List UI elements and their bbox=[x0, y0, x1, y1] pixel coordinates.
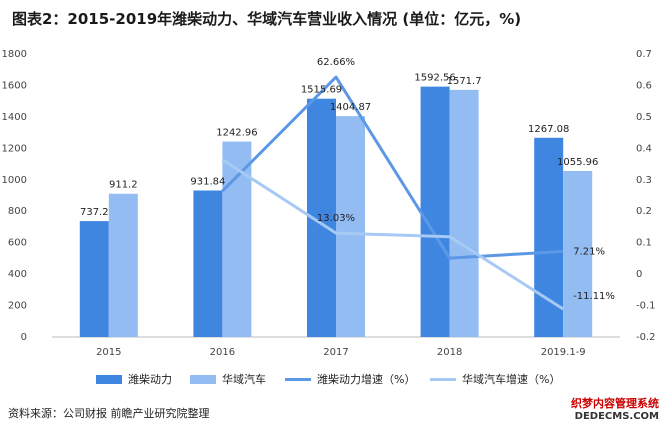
bar-value-label: 1055.96 bbox=[557, 157, 598, 168]
bar-value-label: 1571.7 bbox=[447, 76, 482, 87]
x-axis-tick-label: 2016 bbox=[210, 347, 235, 358]
legend-swatch bbox=[430, 377, 456, 381]
data-labels: 737.2 931.84 1515.69 1592.56 1267.08 911.2 124… bbox=[80, 57, 615, 302]
legend-item-huayu-growth: 华域汽车增速（%） bbox=[430, 371, 560, 387]
legend-swatch bbox=[190, 374, 216, 384]
bar-huayu bbox=[108, 193, 138, 337]
bar-value-label: 737.2 bbox=[80, 207, 109, 218]
right-axis-tick-label: -0.1 bbox=[636, 301, 656, 312]
bar-huayu bbox=[449, 89, 479, 337]
bar-value-label: 1242.96 bbox=[216, 128, 257, 139]
left-axis-tick-label: 1600 bbox=[2, 80, 27, 91]
right-axis-tick-label: -0.2 bbox=[636, 332, 656, 343]
bar-value-label: 911.2 bbox=[109, 180, 138, 191]
growth-lines bbox=[221, 75, 565, 311]
line-weichai-growth bbox=[221, 75, 564, 260]
bar-huayu bbox=[563, 170, 593, 337]
legend-label: 潍柴动力增速（%） bbox=[317, 373, 416, 386]
legend-item-huayu: 华域汽车 bbox=[190, 371, 266, 387]
x-axis-tick-label: 2015 bbox=[96, 347, 121, 358]
right-axis-tick-label: 0.2 bbox=[636, 206, 652, 217]
bar-value-label: 1515.69 bbox=[301, 85, 342, 96]
bar-value-label: 1267.08 bbox=[528, 124, 569, 135]
left-axis-tick-label: 1000 bbox=[2, 175, 27, 186]
bar-weichai bbox=[79, 221, 109, 337]
legend-label: 华域汽车 bbox=[222, 373, 266, 386]
right-axis-tick-label: 0.3 bbox=[636, 175, 652, 186]
left-axis-tick-label: 1400 bbox=[2, 112, 27, 123]
legend: 潍柴动力 华域汽车 潍柴动力增速（%） 华域汽车增速（%） bbox=[0, 371, 665, 389]
left-axis-ticks: 0 200 400 600 800 1000 1200 1400 1600 1800 bbox=[2, 49, 27, 343]
bar-weichai bbox=[534, 137, 564, 337]
line-value-label: 62.66% bbox=[317, 57, 355, 68]
legend-swatch bbox=[285, 377, 311, 381]
left-axis-tick-label: 1200 bbox=[2, 143, 27, 154]
legend-swatch bbox=[96, 374, 122, 384]
brand-line-2: DEDECMS.COM bbox=[574, 411, 659, 422]
line-value-label: -11.11% bbox=[573, 291, 615, 302]
left-axis-tick-label: 1800 bbox=[2, 49, 27, 60]
bar-value-label: 1592.56 bbox=[414, 73, 455, 84]
x-axis-categories: 2015 2016 2017 2018 2019.1-9 bbox=[96, 347, 586, 358]
x-axis-tick-label: 2019.1-9 bbox=[541, 347, 586, 358]
right-axis-tick-label: 0.1 bbox=[636, 238, 652, 249]
left-axis-tick-label: 200 bbox=[8, 301, 27, 312]
watermark-brand: 织梦内容管理系统 DEDECMS.COM bbox=[571, 397, 659, 423]
line-huayu-growth bbox=[221, 158, 565, 311]
left-axis-tick-label: 600 bbox=[8, 238, 27, 249]
source-note: 资料来源：公司财报 前瞻产业研究院整理 bbox=[8, 407, 210, 420]
right-axis-tick-label: 0.5 bbox=[636, 112, 652, 123]
bars bbox=[79, 86, 593, 337]
left-axis-tick-label: 400 bbox=[8, 269, 27, 280]
legend-label: 潍柴动力 bbox=[128, 373, 172, 386]
x-axis-tick-label: 2017 bbox=[323, 347, 348, 358]
bar-weichai bbox=[420, 86, 450, 337]
bar-huayu bbox=[222, 141, 252, 337]
bar-huayu bbox=[336, 116, 365, 337]
chart-title: 图表2：2015-2019年潍柴动力、华域汽车营业收入情况 (单位：亿元，%) bbox=[12, 10, 522, 28]
legend-item-weichai: 潍柴动力 bbox=[96, 371, 172, 387]
bar-value-label: 931.84 bbox=[190, 176, 225, 187]
brand-line-1: 织梦内容管理系统 bbox=[571, 397, 659, 410]
right-axis-tick-label: 0.6 bbox=[636, 80, 652, 91]
left-axis-tick-label: 800 bbox=[8, 206, 27, 217]
legend-item-weichai-growth: 潍柴动力增速（%） bbox=[285, 371, 415, 387]
x-axis-tick-label: 2018 bbox=[437, 347, 462, 358]
line-value-label: 13.03% bbox=[317, 213, 355, 224]
bar-weichai bbox=[193, 190, 223, 337]
right-axis-tick-label: 0.7 bbox=[636, 49, 652, 60]
right-axis-tick-label: 0 bbox=[636, 269, 642, 280]
right-axis-tick-label: 0.4 bbox=[636, 143, 652, 154]
legend-label: 华域汽车增速（%） bbox=[462, 373, 561, 386]
left-axis-tick-label: 0 bbox=[21, 332, 27, 343]
bar-value-label: 1404.87 bbox=[330, 102, 371, 113]
right-axis-ticks: -0.2 -0.1 0 0.1 0.2 0.3 0.4 0.5 0.6 0.7 bbox=[636, 49, 656, 343]
line-value-label: 7.21% bbox=[573, 246, 605, 257]
